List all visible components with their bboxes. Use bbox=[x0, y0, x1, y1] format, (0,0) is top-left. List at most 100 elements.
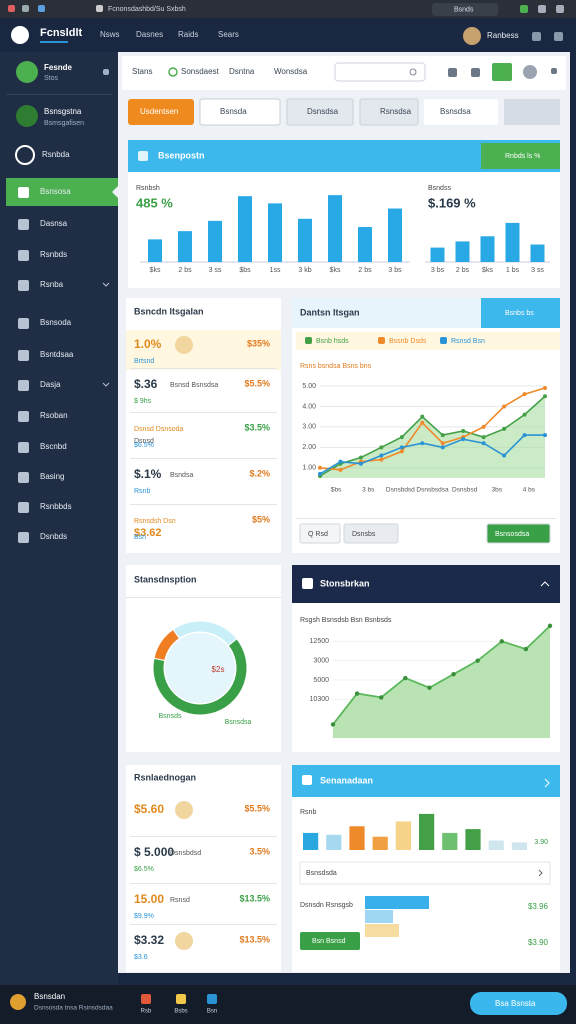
point bbox=[523, 646, 529, 652]
footer-button[interactable] bbox=[486, 523, 551, 544]
nav-item[interactable]: Bscnbd bbox=[40, 442, 67, 451]
row-divider bbox=[130, 883, 277, 884]
profile-avatar bbox=[16, 61, 38, 83]
footer-button[interactable] bbox=[470, 992, 567, 1015]
dropdown[interactable] bbox=[286, 98, 354, 126]
card-title: Rsnlaednogan bbox=[134, 772, 196, 782]
filter-end[interactable] bbox=[504, 99, 560, 125]
icon bbox=[176, 994, 186, 1004]
panel-button-label: Rnbds ls % bbox=[505, 153, 540, 160]
card-button[interactable] bbox=[481, 298, 560, 328]
bar bbox=[395, 821, 411, 850]
dropdown[interactable] bbox=[359, 98, 419, 126]
icon bbox=[18, 318, 29, 329]
nav-item[interactable]: Bsnsoda bbox=[40, 318, 72, 327]
account-avatar bbox=[16, 105, 38, 127]
point bbox=[358, 455, 363, 460]
point bbox=[481, 424, 486, 429]
browser-bar bbox=[0, 0, 576, 18]
tab[interactable]: Sonsdaest bbox=[181, 67, 220, 76]
panel-title: Bsenpostn bbox=[158, 150, 205, 160]
footer-button-label: Bsa Bsnsta bbox=[495, 999, 536, 1008]
nav-item[interactable]: Bsnsosa bbox=[40, 187, 71, 196]
x-tick-label: Dsnsbsdsa bbox=[416, 487, 449, 494]
row-divider bbox=[130, 368, 277, 369]
row-value: $5.60 bbox=[134, 802, 164, 816]
donut-segment bbox=[152, 638, 248, 716]
tab[interactable]: Dsntna bbox=[229, 67, 255, 76]
bar bbox=[365, 910, 393, 923]
nav-item[interactable]: Basing bbox=[40, 472, 64, 481]
point bbox=[481, 435, 486, 440]
nav-item[interactable]: Rsnbds bbox=[40, 250, 67, 259]
x-tick-label: 1ss bbox=[270, 267, 281, 274]
y-tick-label: 3000 bbox=[313, 658, 329, 665]
donut-label: Bsnsdsa bbox=[225, 719, 252, 726]
donut-center: $2s bbox=[212, 665, 225, 674]
dropdown-label: Bsnsda bbox=[220, 107, 247, 116]
action-button[interactable] bbox=[492, 63, 512, 81]
row-divider bbox=[130, 504, 277, 505]
row-note: $9.9% bbox=[134, 913, 154, 920]
y-tick-label: 12500 bbox=[310, 638, 330, 645]
y-tick-label: 2.00 bbox=[302, 444, 316, 451]
nav-item[interactable]: Dasnes bbox=[136, 30, 163, 39]
icon bbox=[141, 994, 151, 1004]
dropdown-label: Dsnsdsa bbox=[307, 107, 339, 116]
filter-secondary[interactable] bbox=[424, 99, 498, 125]
footer-icon-label[interactable]: Bsbs bbox=[174, 1009, 187, 1015]
nav-item[interactable]: Dasnsa bbox=[40, 219, 68, 228]
nav-item[interactable]: Rsnba bbox=[40, 280, 64, 289]
dropdown-label: Rsnsdsa bbox=[380, 107, 412, 116]
footer-icon-label[interactable]: Bsn bbox=[207, 1009, 217, 1015]
tab-title: Fcnonsdashbd/Su Sxbsh bbox=[108, 6, 186, 13]
x-tick-label: $ks bbox=[482, 267, 493, 274]
legend-band bbox=[296, 332, 560, 350]
bar bbox=[148, 239, 162, 262]
nav-item[interactable]: Rsoban bbox=[40, 411, 68, 420]
bar bbox=[349, 826, 365, 850]
panel-button[interactable] bbox=[481, 143, 560, 169]
browser-button[interactable] bbox=[432, 3, 498, 16]
section-icon bbox=[15, 145, 35, 165]
footer-button[interactable] bbox=[299, 523, 341, 544]
card-footer bbox=[296, 518, 556, 519]
point bbox=[379, 457, 384, 462]
nav-item[interactable]: Bsntdsaa bbox=[40, 350, 74, 359]
card-title: Stonsbrkan bbox=[320, 578, 370, 588]
card-header bbox=[292, 765, 560, 797]
footer-icon-label[interactable]: Rsb bbox=[141, 1009, 152, 1015]
row-label: Bsnsdsda bbox=[306, 870, 337, 877]
row-value: Rsnsdsh Dsn bbox=[134, 518, 176, 525]
icon bbox=[18, 442, 29, 453]
footer-button[interactable] bbox=[343, 523, 399, 544]
nav-item[interactable]: Sears bbox=[218, 30, 239, 39]
nav-item[interactable]: Dsnbds bbox=[40, 532, 67, 541]
chevron bbox=[540, 581, 550, 587]
row-change: 3.5% bbox=[249, 846, 270, 856]
filter-primary[interactable] bbox=[128, 99, 194, 125]
tab[interactable]: Stans bbox=[132, 67, 152, 76]
bar bbox=[268, 203, 282, 262]
row-value: 1.0% bbox=[134, 337, 162, 351]
nav-item[interactable]: Rsnbbds bbox=[40, 502, 72, 511]
row-change: $35% bbox=[247, 338, 270, 348]
chevron bbox=[102, 382, 110, 387]
row-note: Brtsnd bbox=[134, 358, 154, 365]
dropdown[interactable] bbox=[199, 98, 281, 126]
point bbox=[354, 691, 360, 696]
point bbox=[499, 639, 504, 644]
point bbox=[379, 695, 384, 700]
x-tick-label: 3 bs bbox=[431, 267, 445, 274]
filter-label: Bsnsdsa bbox=[440, 107, 471, 116]
row-value: Dsnsd Dsnsoda bbox=[134, 426, 184, 433]
point bbox=[440, 445, 445, 450]
nav-item[interactable]: Nsws bbox=[100, 30, 120, 39]
nav-item[interactable]: Raids bbox=[178, 30, 198, 39]
tab[interactable]: Wonsdsa bbox=[274, 67, 308, 76]
nav-item[interactable]: Dasja bbox=[40, 380, 61, 389]
summary-button[interactable] bbox=[300, 932, 360, 950]
point bbox=[338, 459, 343, 464]
search[interactable] bbox=[334, 62, 426, 82]
